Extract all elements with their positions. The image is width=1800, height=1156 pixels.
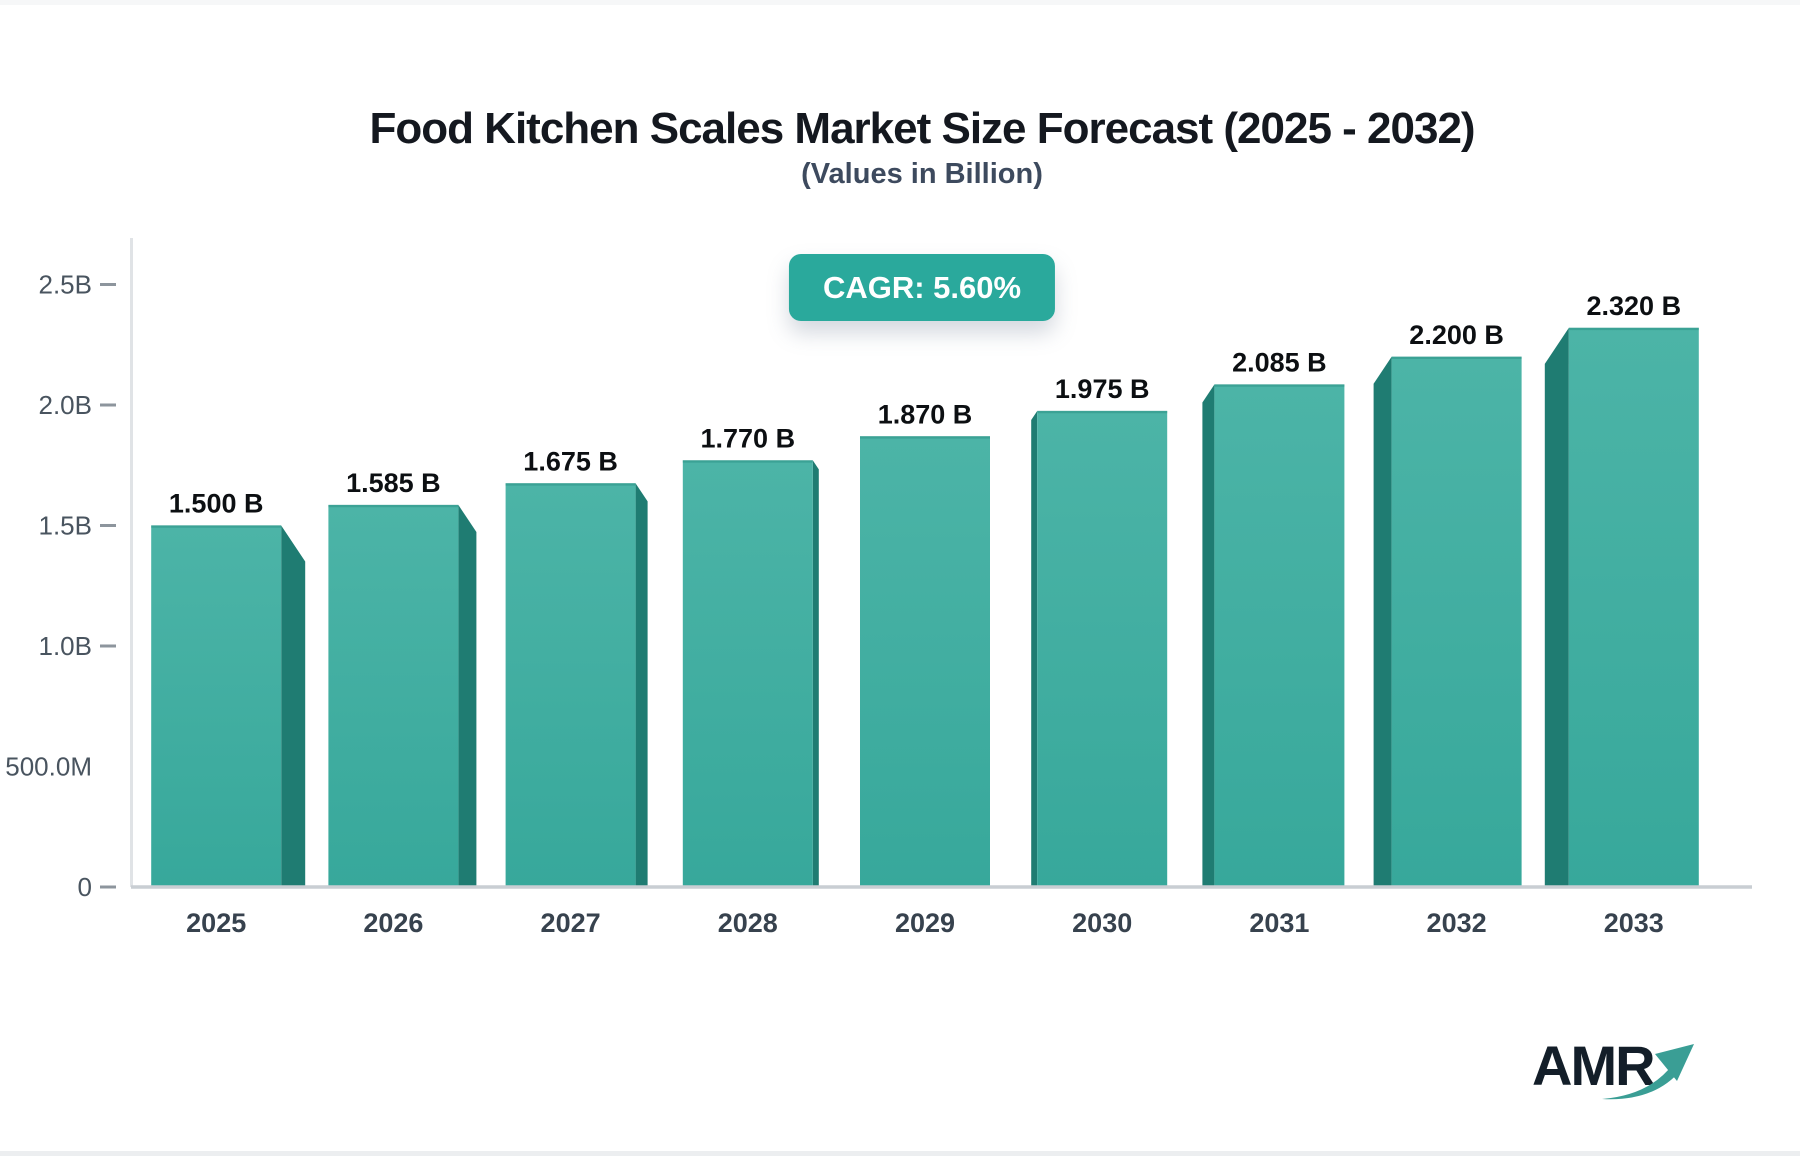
- bar-value-label: 2.320 B: [1587, 291, 1682, 321]
- logo-arrowhead-icon: [1655, 1044, 1694, 1081]
- y-axis-tick-label: 2.0B: [39, 390, 93, 420]
- x-axis-label-2027: 2027: [541, 908, 601, 938]
- bar-value-label: 1.870 B: [878, 399, 973, 429]
- cagr-badge: CAGR: 5.60%: [788, 254, 1056, 321]
- bar-value-label: 1.770 B: [701, 423, 796, 453]
- bar-side-2033: [1544, 327, 1569, 887]
- bar-face-2028: [682, 460, 813, 887]
- bar-face-2026: [328, 505, 459, 887]
- y-axis-tick-label: 500.0M: [5, 752, 92, 782]
- bar-face-2027: [505, 483, 636, 887]
- x-axis-label-2025: 2025: [186, 908, 246, 938]
- bar-value-label: 2.085 B: [1232, 348, 1327, 378]
- bar-value-label: 2.200 B: [1409, 320, 1504, 350]
- chart-title: Food Kitchen Scales Market Size Forecast…: [369, 104, 1475, 153]
- bar-side-2025: [281, 525, 306, 887]
- x-axis-label-2032: 2032: [1427, 908, 1487, 938]
- bar-face-2031: [1214, 384, 1345, 887]
- bar-side-2030: [1031, 411, 1038, 887]
- bar-face-2025: [151, 525, 282, 887]
- bar-face-2030: [1037, 411, 1168, 887]
- bar-face-2029: [860, 436, 990, 887]
- x-axis-label-2033: 2033: [1604, 908, 1664, 938]
- bar-side-2031: [1202, 384, 1215, 887]
- bar-side-2026: [458, 505, 477, 887]
- bar-side-2028: [812, 460, 819, 887]
- chart-subtitle: (Values in Billion): [801, 158, 1043, 190]
- amr-logo: AMR: [1532, 1034, 1694, 1100]
- y-axis-tick-label: 2.5B: [39, 270, 93, 300]
- x-axis-label-2031: 2031: [1249, 908, 1309, 938]
- x-axis-label-2029: 2029: [895, 908, 955, 938]
- bottom-border-strip: [0, 1151, 1800, 1156]
- bar-value-label: 1.500 B: [169, 489, 264, 519]
- bar-face-2032: [1391, 356, 1522, 887]
- logo-text: AMR: [1532, 1034, 1655, 1097]
- x-axis-label-2028: 2028: [718, 908, 778, 938]
- x-axis-label-2026: 2026: [363, 908, 423, 938]
- bar-side-2032: [1373, 356, 1392, 887]
- x-axis-label-2030: 2030: [1072, 908, 1132, 938]
- bar-side-2027: [635, 483, 648, 887]
- bar-value-label: 1.675 B: [523, 446, 618, 476]
- bar-value-label: 1.975 B: [1055, 374, 1150, 404]
- y-axis-tick-label: 1.5B: [39, 511, 93, 541]
- bar-value-label: 1.585 B: [346, 468, 441, 498]
- bar-face-2033: [1568, 327, 1699, 887]
- y-axis-tick-label: 0: [78, 872, 92, 902]
- y-axis-tick-label: 1.0B: [39, 631, 93, 661]
- top-border-strip: [0, 0, 1800, 5]
